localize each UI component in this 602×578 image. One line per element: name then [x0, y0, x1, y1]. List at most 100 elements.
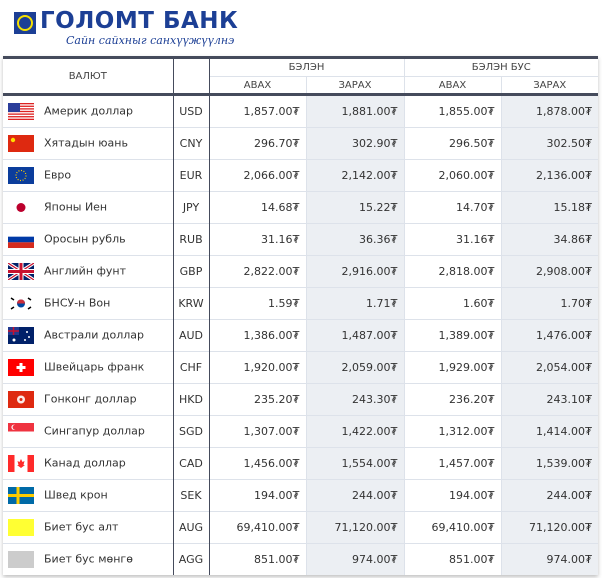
cash-buy: 1,386.00₮ — [208, 319, 306, 352]
noncash-buy: 851.00₮ — [403, 543, 501, 575]
cn-flag-icon — [8, 135, 34, 152]
header-cash: БЭЛЭН — [208, 56, 404, 77]
currency-cell: Хятадын юань — [3, 127, 173, 160]
currency-code: GBP — [172, 255, 210, 288]
logo-slogan: Сайн сайхныг санхүүжүүлнэ — [66, 34, 235, 47]
header-cash-buy: АВАХ — [208, 76, 306, 96]
noncash-buy: 1,389.00₮ — [403, 319, 501, 352]
cash-sell: 1,422.00₮ — [305, 415, 404, 448]
currency-cell: Швейцарь франк — [3, 351, 173, 384]
table-row: Швейцарь франк CHF 1,920.00₮ 2,059.00₮ 1,929… — [3, 351, 599, 384]
currency-cell: Канад доллар — [3, 447, 173, 480]
currency-cell: Евро — [3, 159, 173, 192]
cash-buy: 296.70₮ — [208, 127, 306, 160]
currency-cell: Английн фунт — [3, 255, 173, 288]
noncash-sell: 302.50₮ — [500, 127, 599, 160]
jp-flag-icon — [8, 199, 34, 216]
noncash-sell: 15.18₮ — [500, 191, 599, 224]
currency-cell: Биет бус мөнгө — [3, 543, 173, 575]
logo-g-icon — [14, 12, 36, 34]
noncash-sell: 2,908.00₮ — [500, 255, 599, 288]
currency-cell: БНСУ-н Вон — [3, 287, 173, 320]
currency-name: БНСУ-н Вон — [44, 296, 111, 310]
noncash-buy: 1.60₮ — [403, 287, 501, 320]
table-row: Америк доллар USD 1,857.00₮ 1,881.00₮ 1,855.… — [3, 94, 599, 128]
table-row: Биет бус алт AUG 69,410.00₮ 71,120.00₮ 69,41… — [3, 511, 599, 544]
cash-sell: 71,120.00₮ — [305, 511, 404, 544]
noncash-sell: 1,476.00₮ — [500, 319, 599, 352]
cash-buy: 235.20₮ — [208, 383, 306, 416]
eu-flag-icon — [8, 167, 34, 184]
cash-sell: 244.00₮ — [305, 479, 404, 512]
table-row: Австрали доллар AUD 1,386.00₮ 1,487.00₮ 1,38… — [3, 319, 599, 352]
currency-name: Английн фунт — [44, 264, 127, 278]
table-row: Английн фунт GBP 2,822.00₮ 2,916.00₮ 2,818.0… — [3, 255, 599, 288]
currency-name: Гонконг доллар — [44, 392, 137, 406]
currency-code: SGD — [172, 415, 210, 448]
noncash-buy: 2,818.00₮ — [403, 255, 501, 288]
noncash-buy: 1,929.00₮ — [403, 351, 501, 384]
sg-flag-icon — [8, 423, 34, 440]
currency-code: AGG — [172, 543, 210, 575]
currency-code: EUR — [172, 159, 210, 192]
cash-sell: 2,142.00₮ — [305, 159, 404, 192]
header-noncash: БЭЛЭН БУС — [403, 56, 599, 77]
header-noncash-sell: ЗАРАХ — [500, 76, 599, 96]
currency-code: CHF — [172, 351, 210, 384]
currency-code: SEK — [172, 479, 210, 512]
cash-sell: 1,554.00₮ — [305, 447, 404, 480]
currency-name: Хятадын юань — [44, 136, 128, 150]
currency-code: RUB — [172, 223, 210, 256]
currency-name: Биет бус мөнгө — [44, 552, 133, 566]
cash-buy: 2,822.00₮ — [208, 255, 306, 288]
cash-sell: 36.36₮ — [305, 223, 404, 256]
cash-sell: 2,059.00₮ — [305, 351, 404, 384]
ch-flag-icon — [8, 359, 34, 376]
noncash-buy: 1,312.00₮ — [403, 415, 501, 448]
noncash-buy: 31.16₮ — [403, 223, 501, 256]
cash-buy: 1,307.00₮ — [208, 415, 306, 448]
table-row: Японы Иен JPY 14.68₮ 15.22₮ 14.70₮ 15.18₮ — [3, 191, 599, 224]
currency-name: Биет бус алт — [44, 520, 119, 534]
ca-flag-icon — [8, 455, 34, 472]
header-code — [172, 56, 210, 96]
table-row: Хятадын юань CNY 296.70₮ 302.90₮ 296.50₮ 302.… — [3, 127, 599, 160]
currency-code: JPY — [172, 191, 210, 224]
cash-buy: 2,066.00₮ — [208, 159, 306, 192]
noncash-buy: 236.20₮ — [403, 383, 501, 416]
header-cash-sell: ЗАРАХ — [305, 76, 404, 96]
cash-buy: 14.68₮ — [208, 191, 306, 224]
currency-name: Сингапур доллар — [44, 424, 145, 438]
noncash-sell: 1.70₮ — [500, 287, 599, 320]
us-flag-icon — [8, 103, 34, 120]
currency-code: AUG — [172, 511, 210, 544]
cash-buy: 1,456.00₮ — [208, 447, 306, 480]
ru-flag-icon — [8, 231, 34, 248]
currency-cell: Сингапур доллар — [3, 415, 173, 448]
logo-name: ГОЛОМТ БАНК — [40, 8, 239, 34]
au-flag-icon — [8, 327, 34, 344]
noncash-buy: 14.70₮ — [403, 191, 501, 224]
cash-sell: 974.00₮ — [305, 543, 404, 575]
header-noncash-buy: АВАХ — [403, 76, 501, 96]
cash-buy: 31.16₮ — [208, 223, 306, 256]
currency-code: CNY — [172, 127, 210, 160]
noncash-sell: 244.00₮ — [500, 479, 599, 512]
currency-name: Оросын рубль — [44, 232, 126, 246]
currency-name: Швед крон — [44, 488, 108, 502]
noncash-sell: 1,414.00₮ — [500, 415, 599, 448]
currency-name: Австрали доллар — [44, 328, 144, 342]
cash-sell: 15.22₮ — [305, 191, 404, 224]
noncash-sell: 1,539.00₮ — [500, 447, 599, 480]
noncash-buy: 69,410.00₮ — [403, 511, 501, 544]
cash-sell: 243.30₮ — [305, 383, 404, 416]
noncash-buy: 2,060.00₮ — [403, 159, 501, 192]
cash-sell: 1,487.00₮ — [305, 319, 404, 352]
cash-sell: 1,881.00₮ — [305, 94, 404, 128]
table-row: Канад доллар CAD 1,456.00₮ 1,554.00₮ 1,457.0… — [3, 447, 599, 480]
noncash-buy: 1,855.00₮ — [403, 94, 501, 128]
cash-buy: 1,920.00₮ — [208, 351, 306, 384]
table-row: Оросын рубль RUB 31.16₮ 36.36₮ 31.16₮ 34.86₮ — [3, 223, 599, 256]
noncash-sell: 71,120.00₮ — [500, 511, 599, 544]
table-row: Сингапур доллар SGD 1,307.00₮ 1,422.00₮ 1,31… — [3, 415, 599, 448]
